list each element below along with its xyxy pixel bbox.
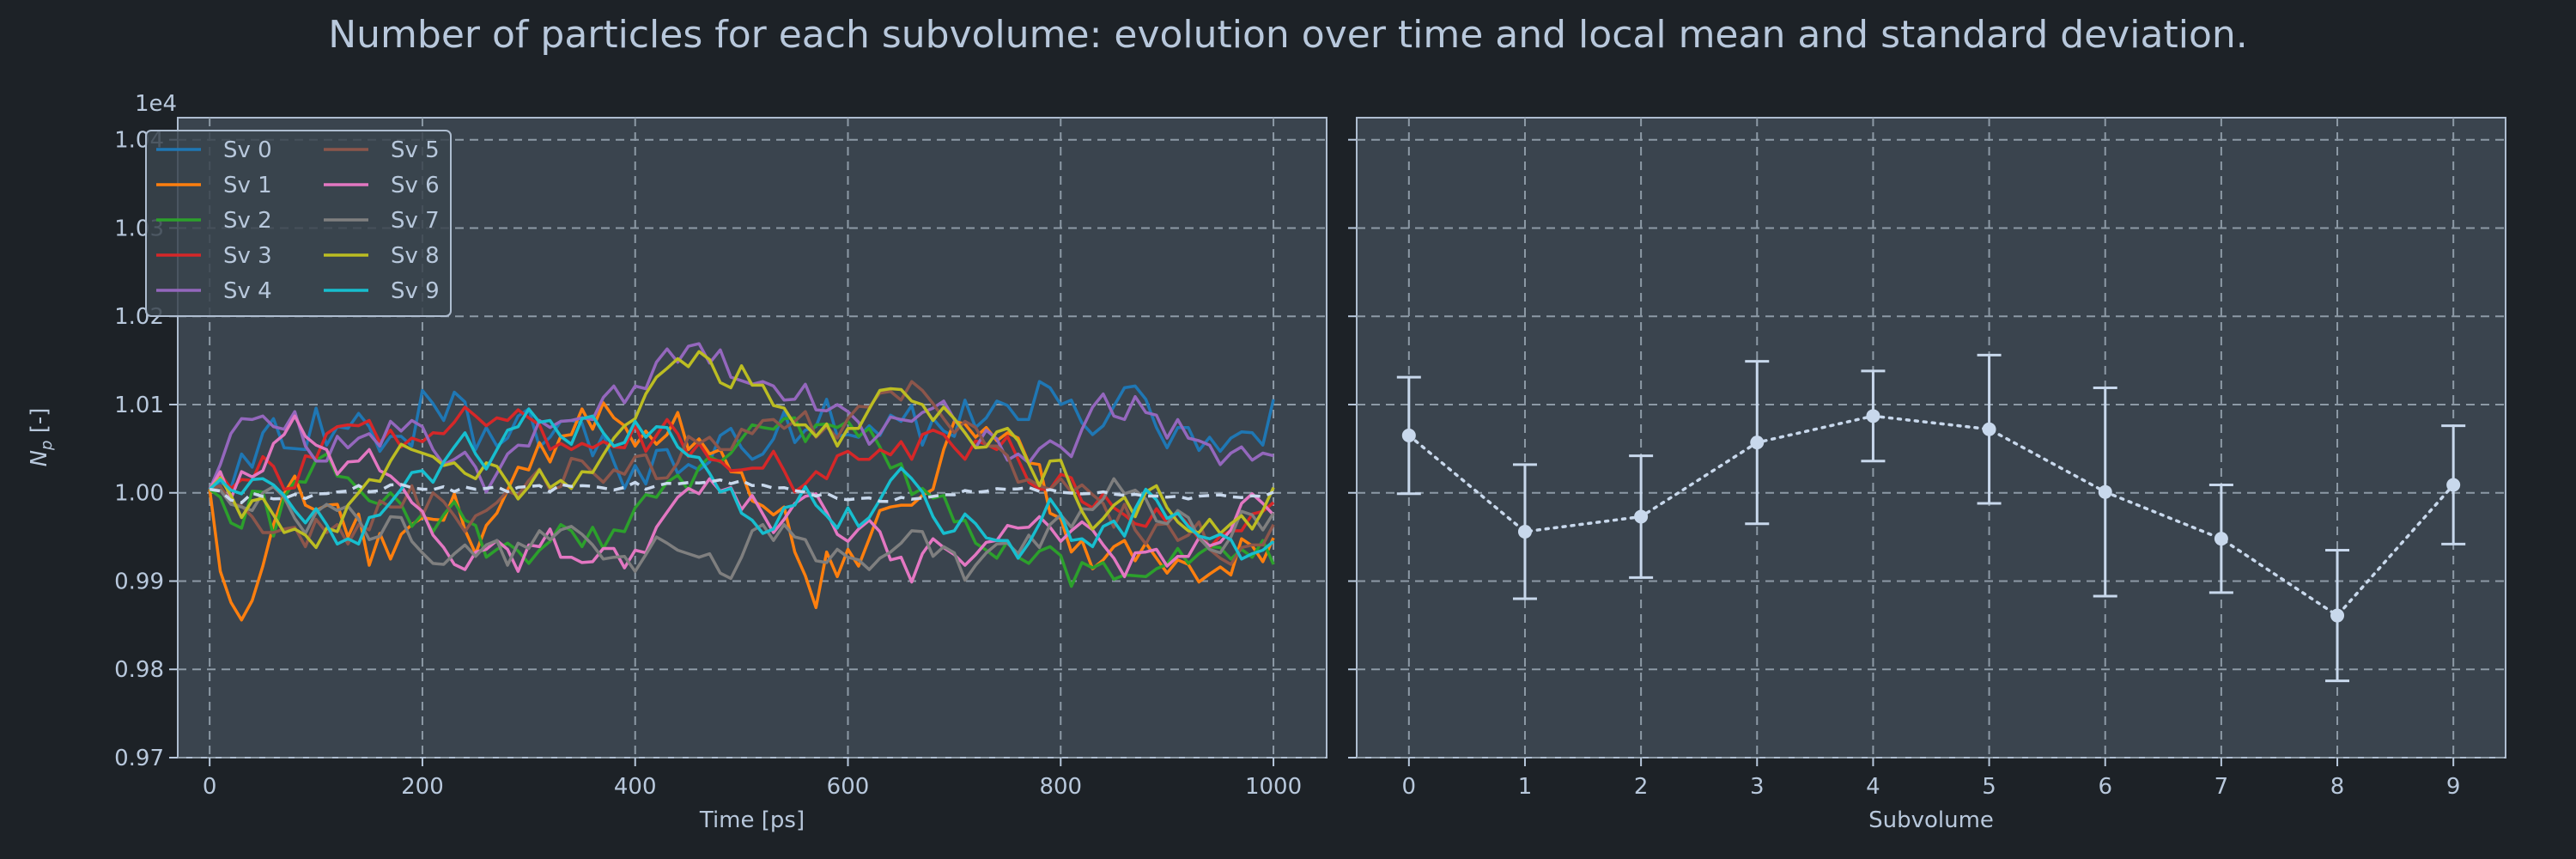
- right-x-tick-label: 7: [2215, 774, 2229, 800]
- right-ticks: 0 1 2 3 4 5 6 7 8 9: [1348, 138, 2461, 800]
- right-x-axis-label: Subvolume: [1868, 807, 1994, 833]
- left-x-tick-label: 1000: [1245, 774, 1302, 800]
- legend-label: Sv 3: [223, 243, 272, 269]
- series-line: [208, 405, 1275, 550]
- left-y-tick-label: 1.01: [114, 393, 164, 418]
- right-x-tick-label: 4: [1866, 774, 1880, 800]
- right-x-tick-label: 3: [1750, 774, 1765, 800]
- legend-label: Sv 0: [223, 137, 272, 163]
- series-line: [208, 342, 1274, 494]
- legend-label: Sv 8: [391, 243, 440, 269]
- time-series-panel: 0 200 400 600 800 10000.970.980.991.001.011.0…: [27, 91, 1327, 833]
- left-y-tick-label: 0.99: [114, 569, 164, 594]
- right-plot-area: [1356, 117, 2506, 758]
- y-label-symbol: N: [27, 450, 52, 466]
- y-label-subscript: p: [38, 441, 56, 451]
- right-x-tick-label: 8: [2330, 774, 2345, 800]
- mean-point: [2098, 484, 2112, 499]
- left-x-tick-label: 800: [1039, 774, 1082, 800]
- legend-label: Sv 7: [391, 208, 440, 234]
- mean-point: [2214, 532, 2228, 546]
- right-x-tick-label: 1: [1518, 774, 1533, 800]
- legend-label: Sv 6: [391, 173, 440, 198]
- legend-box: [145, 130, 452, 317]
- series-line: [209, 407, 1275, 561]
- legend-label: Sv 9: [391, 278, 440, 304]
- left-x-axis-label: Time [ps]: [699, 807, 805, 833]
- left-y-tick-label: 0.97: [114, 746, 164, 771]
- series-line: [209, 416, 1275, 588]
- mean-point: [1634, 509, 1649, 524]
- mean-point: [1982, 422, 1996, 436]
- y-label-unit: [-]: [27, 408, 52, 441]
- left-x-tick-label: 0: [203, 774, 217, 800]
- right-grid: [1357, 118, 2506, 758]
- left-y-tick-label: 0.98: [114, 657, 164, 683]
- mean-point: [1401, 428, 1416, 442]
- left-x-tick-label: 600: [827, 774, 870, 800]
- y-offset-label: 1e4: [135, 91, 177, 117]
- mean-point: [1866, 409, 1880, 423]
- left-x-tick-label: 400: [614, 774, 657, 800]
- legend-label: Sv 5: [391, 137, 440, 163]
- mean-point: [2446, 478, 2461, 492]
- series-line: [209, 380, 1275, 491]
- left-y-tick-label: 1.00: [114, 481, 164, 507]
- mean-line: [209, 478, 1274, 505]
- legend: Sv 0 Sv 1 Sv 2 Sv 3 Sv 4 Sv 5 Sv 6 Sv 7 Sv 8 Sv 9: [145, 130, 452, 317]
- mean-point: [1750, 436, 1765, 450]
- right-x-tick-label: 6: [2098, 774, 2112, 800]
- legend-label: Sv 2: [223, 208, 272, 234]
- right-x-tick-label: 9: [2446, 774, 2461, 800]
- right-x-tick-label: 2: [1634, 774, 1649, 800]
- mean-point: [1517, 524, 1532, 539]
- right-x-tick-label: 0: [1402, 774, 1417, 800]
- left-series-group: [208, 342, 1275, 622]
- left-x-tick-label: 200: [401, 774, 444, 800]
- legend-label: Sv 1: [223, 173, 272, 198]
- left-y-axis-label: Np [-]: [27, 408, 56, 467]
- legend-label: Sv 4: [223, 278, 272, 304]
- mean-std-panel: 0 1 2 3 4 5 6 7 8 9 Subvolume: [1348, 117, 2506, 833]
- right-data-group: [1396, 353, 2466, 683]
- figure-title: Number of particles for each subvolume: …: [328, 13, 2248, 57]
- right-x-tick-label: 5: [1982, 774, 1996, 800]
- series-line: [208, 350, 1275, 550]
- mean-point: [2330, 608, 2345, 623]
- mean-connector-line: [1407, 414, 2455, 618]
- series-line: [210, 477, 1275, 582]
